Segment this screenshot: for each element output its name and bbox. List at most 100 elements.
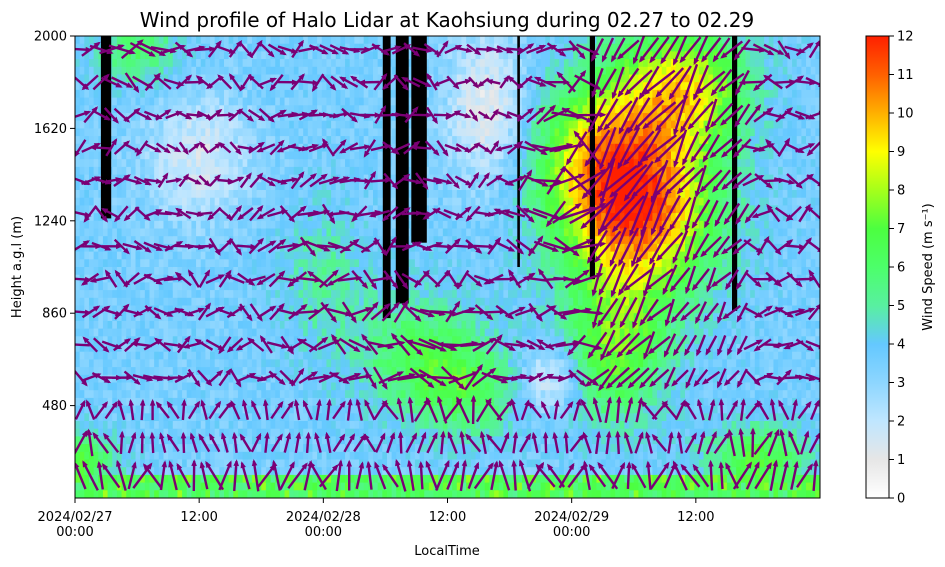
speed-cell bbox=[247, 82, 252, 90]
speed-cell bbox=[326, 460, 331, 468]
speed-cell bbox=[452, 90, 457, 98]
speed-cell bbox=[345, 282, 350, 290]
speed-cell bbox=[336, 298, 341, 306]
speed-cell bbox=[322, 398, 327, 406]
speed-cell bbox=[312, 282, 317, 290]
speed-cell bbox=[364, 90, 369, 98]
speed-cell bbox=[131, 59, 136, 67]
speed-cell bbox=[359, 152, 364, 160]
speed-cell bbox=[429, 167, 434, 175]
speed-cell bbox=[224, 452, 229, 460]
speed-cell bbox=[373, 190, 378, 198]
speed-cell bbox=[140, 321, 145, 329]
speed-cell bbox=[424, 359, 429, 367]
speed-cell bbox=[452, 67, 457, 75]
speed-cell bbox=[378, 321, 383, 329]
speed-cell bbox=[163, 152, 168, 160]
speed-cell bbox=[368, 229, 373, 237]
speed-cell bbox=[75, 352, 80, 360]
speed-cell bbox=[443, 67, 448, 75]
speed-cell bbox=[303, 36, 308, 44]
speed-cell bbox=[299, 98, 304, 106]
speed-cell bbox=[303, 421, 308, 429]
speed-cell bbox=[275, 460, 280, 468]
speed-cell bbox=[438, 90, 443, 98]
speed-cell bbox=[378, 282, 383, 290]
speed-cell bbox=[354, 198, 359, 206]
speed-cell bbox=[122, 229, 127, 237]
speed-cell bbox=[378, 128, 383, 136]
speed-cell bbox=[359, 59, 364, 67]
speed-cell bbox=[285, 51, 290, 59]
speed-cell bbox=[210, 221, 215, 229]
speed-cell bbox=[215, 336, 220, 344]
speed-cell bbox=[89, 167, 94, 175]
speed-cell bbox=[285, 290, 290, 298]
speed-cell bbox=[187, 98, 192, 106]
speed-cell bbox=[201, 198, 206, 206]
speed-cell bbox=[201, 390, 206, 398]
speed-cell bbox=[117, 128, 122, 136]
speed-cell bbox=[252, 298, 257, 306]
speed-cell bbox=[434, 98, 439, 106]
speed-cell bbox=[182, 198, 187, 206]
speed-cell bbox=[108, 252, 113, 260]
speed-cell bbox=[326, 321, 331, 329]
speed-cell bbox=[257, 329, 262, 337]
speed-cell bbox=[75, 221, 80, 229]
speed-cell bbox=[312, 452, 317, 460]
speed-cell bbox=[336, 290, 341, 298]
speed-cell bbox=[364, 359, 369, 367]
speed-cell bbox=[196, 290, 201, 298]
speed-cell bbox=[224, 198, 229, 206]
speed-cell bbox=[452, 36, 457, 44]
speed-cell bbox=[163, 236, 168, 244]
speed-cell bbox=[103, 229, 108, 237]
speed-cell bbox=[163, 221, 168, 229]
speed-cell bbox=[457, 329, 462, 337]
speed-cell bbox=[443, 352, 448, 360]
speed-cell bbox=[354, 298, 359, 306]
speed-cell bbox=[294, 90, 299, 98]
speed-cell bbox=[98, 229, 103, 237]
speed-cell bbox=[452, 259, 457, 267]
speed-cell bbox=[368, 490, 373, 498]
speed-cell bbox=[187, 67, 192, 75]
speed-cell bbox=[229, 59, 234, 67]
speed-cell bbox=[75, 229, 80, 237]
speed-cell bbox=[117, 367, 122, 375]
speed-cell bbox=[322, 444, 327, 452]
speed-cell bbox=[350, 490, 355, 498]
speed-cell bbox=[229, 321, 234, 329]
speed-cell bbox=[84, 352, 89, 360]
speed-cell bbox=[238, 313, 243, 321]
speed-cell bbox=[299, 152, 304, 160]
speed-cell bbox=[317, 105, 322, 113]
speed-cell bbox=[205, 128, 210, 136]
speed-cell bbox=[112, 128, 117, 136]
speed-cell bbox=[117, 290, 122, 298]
speed-cell bbox=[238, 98, 243, 106]
speed-cell bbox=[173, 452, 178, 460]
speed-cell bbox=[103, 390, 108, 398]
speed-cell bbox=[373, 259, 378, 267]
speed-cell bbox=[177, 282, 182, 290]
speed-cell bbox=[285, 90, 290, 98]
speed-cell bbox=[350, 59, 355, 67]
speed-cell bbox=[154, 167, 159, 175]
speed-cell bbox=[117, 336, 122, 344]
speed-cell bbox=[243, 490, 248, 498]
speed-cell bbox=[163, 483, 168, 491]
speed-cell bbox=[308, 290, 313, 298]
speed-cell bbox=[131, 383, 136, 391]
speed-cell bbox=[89, 267, 94, 275]
speed-cell bbox=[89, 329, 94, 337]
speed-cell bbox=[289, 152, 294, 160]
speed-cell bbox=[168, 321, 173, 329]
speed-cell bbox=[75, 90, 80, 98]
speed-cell bbox=[350, 159, 355, 167]
speed-cell bbox=[238, 121, 243, 129]
speed-cell bbox=[448, 90, 453, 98]
speed-cell bbox=[326, 90, 331, 98]
speed-cell bbox=[159, 152, 164, 160]
